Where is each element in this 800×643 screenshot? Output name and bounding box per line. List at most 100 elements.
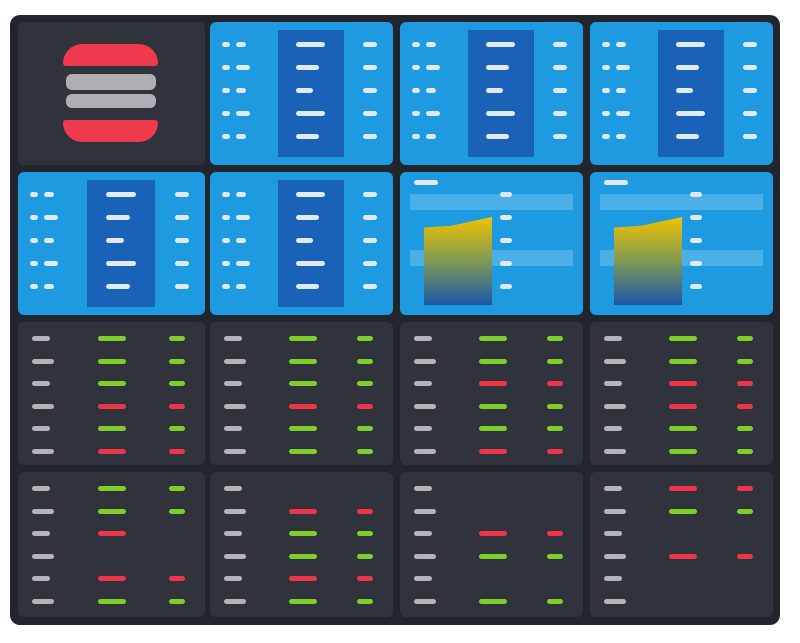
dash-mark: [426, 42, 436, 47]
dash-mark: [32, 531, 50, 536]
dash-mark: [222, 284, 230, 289]
dash-mark: [288, 358, 317, 364]
dash-mark: [426, 65, 440, 70]
dash-mark: [668, 336, 697, 341]
dash-mark: [737, 486, 753, 491]
dash-mark: [604, 598, 626, 604]
dash-mark: [222, 134, 230, 139]
dash-mark: [602, 111, 610, 116]
dash-mark: [412, 111, 420, 116]
dash-mark: [236, 65, 250, 70]
dash-mark: [500, 261, 512, 266]
dash-mark: [602, 42, 610, 47]
dash-mark: [616, 134, 626, 139]
dash-mark: [602, 88, 610, 93]
dash-mark: [222, 261, 230, 266]
dash-mark: [30, 215, 38, 220]
dash-mark: [676, 42, 706, 47]
dash-mark: [357, 426, 373, 431]
dash-mark: [224, 358, 246, 364]
dash-mark: [604, 486, 622, 491]
dash-mark: [547, 553, 563, 559]
area-chart: [614, 217, 682, 305]
dash-mark: [363, 88, 377, 93]
dash-mark: [604, 336, 622, 341]
dash-mark: [414, 598, 436, 604]
panel-blue_table: [590, 22, 773, 165]
dash-mark: [547, 448, 563, 454]
dash-mark: [412, 42, 420, 47]
dash-mark: [357, 381, 373, 386]
dash-mark: [224, 598, 246, 604]
dash-mark: [553, 134, 567, 139]
dash-mark: [224, 531, 242, 536]
dash-mark: [553, 111, 567, 116]
dash-mark: [32, 448, 54, 454]
dash-mark: [32, 403, 54, 409]
panel-blue_table: [210, 22, 393, 165]
dash-mark: [363, 284, 377, 289]
dash-mark: [547, 336, 563, 341]
dash-mark: [296, 134, 320, 139]
dash-mark: [357, 508, 373, 514]
dash-mark: [105, 192, 136, 197]
dash-mark: [30, 238, 38, 243]
dash-mark: [98, 448, 127, 454]
dash-mark: [412, 65, 420, 70]
dash-mark: [486, 65, 510, 70]
dash-mark: [690, 192, 702, 197]
dash-mark: [478, 448, 507, 454]
dash-mark: [602, 134, 610, 139]
dash-mark: [737, 403, 753, 409]
dash-mark: [32, 598, 54, 604]
dash-mark: [547, 358, 563, 364]
dash-mark: [32, 358, 54, 364]
dash-mark: [478, 381, 507, 386]
dash-mark: [236, 261, 250, 266]
dash-mark: [604, 403, 626, 409]
dash-mark: [288, 553, 317, 559]
dash-mark: [224, 508, 246, 514]
dash-mark: [616, 111, 630, 116]
dash-mark: [357, 531, 373, 536]
dash-mark: [690, 284, 702, 289]
dash-mark: [105, 261, 136, 266]
dash-mark: [486, 42, 516, 47]
dash-mark: [553, 65, 567, 70]
dash-mark: [676, 88, 694, 93]
dash-mark: [486, 134, 510, 139]
dash-mark: [175, 261, 189, 266]
dash-mark: [414, 381, 432, 386]
panel-dark_table: [18, 472, 205, 617]
dash-mark: [668, 486, 697, 491]
panel-blue_chart: [400, 172, 583, 315]
dash-mark: [478, 598, 507, 604]
dash-mark: [478, 426, 507, 431]
dash-mark: [676, 111, 706, 116]
panel-dark_table: [18, 322, 205, 465]
dash-mark: [414, 576, 432, 581]
dash-mark: [547, 403, 563, 409]
dash-mark: [363, 42, 377, 47]
dash-mark: [236, 134, 246, 139]
dash-mark: [236, 88, 246, 93]
dash-mark: [676, 134, 700, 139]
dash-mark: [414, 336, 432, 341]
dash-mark: [98, 598, 127, 604]
dash-mark: [602, 65, 610, 70]
dash-mark: [737, 553, 753, 559]
dash-mark: [478, 403, 507, 409]
dash-mark: [224, 576, 242, 581]
dash-mark: [105, 238, 124, 243]
dash-mark: [414, 403, 436, 409]
dash-mark: [668, 426, 697, 431]
logo-top-icon: [63, 44, 158, 66]
dash-mark: [224, 553, 246, 559]
dash-mark: [169, 358, 185, 364]
dash-mark: [296, 88, 314, 93]
dash-mark: [668, 508, 697, 514]
dash-mark: [737, 336, 753, 341]
dash-mark: [105, 215, 130, 220]
dash-mark: [288, 336, 317, 341]
dash-mark: [690, 215, 702, 220]
